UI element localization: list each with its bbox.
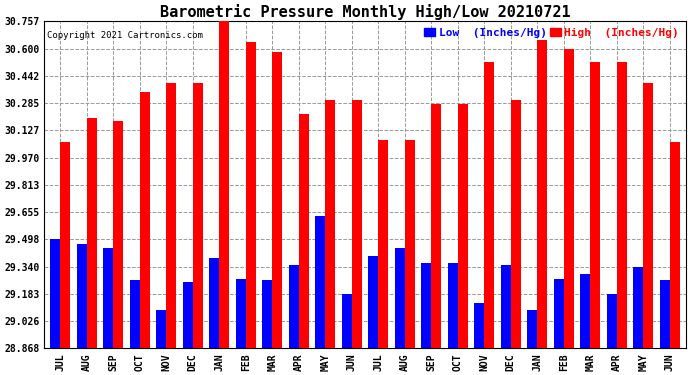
Bar [77, 244, 87, 348]
Bar [130, 280, 139, 348]
Bar [422, 263, 431, 348]
Bar [193, 83, 203, 348]
Bar [156, 310, 166, 348]
Bar [209, 258, 219, 348]
Bar [262, 280, 273, 348]
Bar [139, 92, 150, 348]
Bar [670, 142, 680, 348]
Bar [183, 282, 193, 348]
Bar [580, 273, 591, 348]
Bar [617, 62, 627, 348]
Bar [511, 100, 521, 348]
Bar [60, 142, 70, 348]
Bar [315, 216, 325, 348]
Bar [288, 265, 299, 348]
Bar [103, 248, 113, 348]
Bar [660, 280, 670, 348]
Bar [484, 62, 495, 348]
Bar [538, 40, 547, 348]
Bar [325, 100, 335, 348]
Bar [246, 42, 256, 348]
Bar [299, 114, 309, 348]
Legend: Low  (Inches/Hg), High  (Inches/Hg): Low (Inches/Hg), High (Inches/Hg) [423, 27, 680, 39]
Bar [273, 52, 282, 348]
Text: Copyright 2021 Cartronics.com: Copyright 2021 Cartronics.com [48, 31, 204, 40]
Bar [448, 263, 458, 348]
Bar [458, 104, 468, 348]
Bar [501, 265, 511, 348]
Bar [395, 248, 405, 348]
Bar [50, 239, 60, 348]
Bar [352, 100, 362, 348]
Bar [607, 294, 617, 348]
Bar [368, 256, 378, 348]
Bar [87, 118, 97, 348]
Bar [166, 83, 177, 348]
Bar [564, 48, 574, 348]
Bar [113, 121, 124, 348]
Bar [378, 140, 388, 348]
Bar [591, 62, 600, 348]
Bar [474, 303, 484, 348]
Title: Barometric Pressure Monthly High/Low 20210721: Barometric Pressure Monthly High/Low 202… [160, 4, 571, 20]
Bar [643, 83, 653, 348]
Bar [342, 294, 352, 348]
Bar [405, 140, 415, 348]
Bar [554, 279, 564, 348]
Bar [236, 279, 246, 348]
Bar [431, 104, 442, 348]
Bar [633, 267, 643, 348]
Bar [219, 21, 229, 348]
Bar [527, 310, 538, 348]
